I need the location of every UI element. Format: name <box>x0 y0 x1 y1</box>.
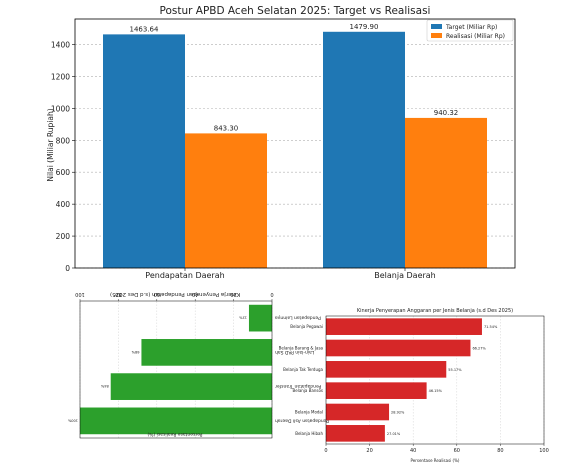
penyerapan-belanja-chart: Kinerja Penyerapan Anggaran per Jenis Be… <box>279 308 549 463</box>
bl-bar-value-label: 12% <box>239 316 247 320</box>
br-bar <box>326 361 447 378</box>
bl-x-tick-label: 0 <box>270 291 273 297</box>
legend-box <box>426 19 514 42</box>
top-y-tick-label: 200 <box>56 232 71 241</box>
top-bar-value-label: 940.32 <box>434 109 459 117</box>
br-x-tick-label: 80 <box>497 448 503 454</box>
br-bar-value-label: 46.15% <box>429 389 443 393</box>
br-bar <box>326 425 385 442</box>
br-bar-value-label: 27.01% <box>387 432 401 436</box>
bl-chart-frame <box>79 300 273 439</box>
top-bar <box>323 31 405 269</box>
top-chart-title: Postur APBD Aceh Selatan 2025: Target vs… <box>160 5 431 17</box>
br-bar-value-label: 66.27% <box>472 347 486 351</box>
top-bar <box>185 133 267 268</box>
legend-label: Target (Miliar Rp) <box>445 24 497 31</box>
br-bar <box>326 382 427 399</box>
br-category-label: Belanja Tak Terduga <box>283 367 323 372</box>
br-category-label: Belanja Modal <box>295 410 323 415</box>
bl-category-label: Pendapatan Asli Daerah <box>275 417 329 423</box>
bl-bar <box>80 407 272 435</box>
top-bar-value-label: 1463.64 <box>130 25 159 33</box>
penyerapan-pendapatan-chart: Kinerja Penyerapan Pendapatan (s.d Des 2… <box>67 291 329 439</box>
br-bar <box>326 403 390 421</box>
br-category-label: Belanja Bansos <box>293 388 323 393</box>
br-chart-x-axis-label: Persentase Realisasi (%) <box>411 458 460 463</box>
br-category-label: Belanja Barang & Jasa <box>279 346 324 351</box>
bl-chart-title: Kinerja Penyerapan Pendapatan (s.d Des 2… <box>110 291 240 297</box>
top-y-tick-label: 1200 <box>51 72 70 81</box>
bl-category-label: Lain-lain PAD Sah <box>275 349 315 355</box>
legend-swatch <box>431 24 442 29</box>
br-chart-frame <box>325 315 545 445</box>
top-y-tick-label: 600 <box>56 168 71 177</box>
br-x-tick-label: 100 <box>539 448 549 454</box>
top-y-tick-label: 1000 <box>51 104 70 113</box>
bl-x-tick-label: 80 <box>115 291 121 297</box>
top-bar-value-label: 1479.90 <box>350 23 379 31</box>
top-chart-y-axis-label: Nilai (Miliar Rupiah) <box>46 108 55 181</box>
top-y-tick-label: 400 <box>56 200 71 209</box>
target-vs-realisasi-chart: Postur APBD Aceh Selatan 2025: Target vs… <box>46 5 516 280</box>
br-x-tick-label: 60 <box>454 448 460 454</box>
top-y-tick-label: 1400 <box>51 41 70 50</box>
br-bar <box>326 318 482 335</box>
top-y-tick-label: 800 <box>56 136 71 145</box>
bl-category-label: Pendapatan Lainnya <box>275 315 321 321</box>
top-chart-frame <box>74 18 516 269</box>
top-chart-legend: Target (Miliar Rp) Realisasi (Miliar Rp) <box>426 19 514 42</box>
bl-x-tick-label: 60 <box>154 291 160 297</box>
bl-x-tick-label: 100 <box>75 291 85 297</box>
legend-swatch <box>431 33 442 38</box>
top-bar-value-label: 843.30 <box>214 124 239 132</box>
bl-bar-value-label: 68% <box>131 350 139 354</box>
bl-x-tick-label: 20 <box>230 291 236 297</box>
br-chart-title: Kinerja Penyerapan Anggaran per Jenis Be… <box>357 308 513 314</box>
top-y-tick-label: 0 <box>65 264 70 273</box>
br-x-tick-label: 40 <box>410 448 416 454</box>
bl-category-label: Pendapatan Transfer <box>275 383 321 389</box>
bl-x-tick-label: 40 <box>192 291 198 297</box>
br-category-label: Belanja Hibah <box>295 431 323 436</box>
legend-label: Realisasi (Miliar Rp) <box>446 33 505 40</box>
bl-bar-value-label: 100% <box>67 418 78 422</box>
br-bar-value-label: 71.54% <box>484 325 498 329</box>
top-x-tick-label: Pendapatan Daerah <box>145 271 224 280</box>
bl-bar <box>141 339 272 366</box>
br-bar-value-label: 28.92% <box>391 411 405 415</box>
top-bar <box>103 34 185 268</box>
top-x-tick-label: Belanja Daerah <box>374 271 436 280</box>
bl-chart-x-axis-label: Persentase Realisasi (%) <box>147 431 202 437</box>
br-bar <box>326 339 471 357</box>
br-category-label: Belanja Pegawai <box>290 324 323 329</box>
bl-bar <box>248 304 272 332</box>
br-bar-value-label: 55.17% <box>448 368 462 372</box>
top-bar <box>405 117 487 268</box>
br-x-tick-label: 20 <box>366 448 372 454</box>
bl-bar-value-label: 84% <box>100 384 108 388</box>
bl-bar <box>110 373 272 400</box>
br-x-tick-label: 0 <box>324 448 327 454</box>
